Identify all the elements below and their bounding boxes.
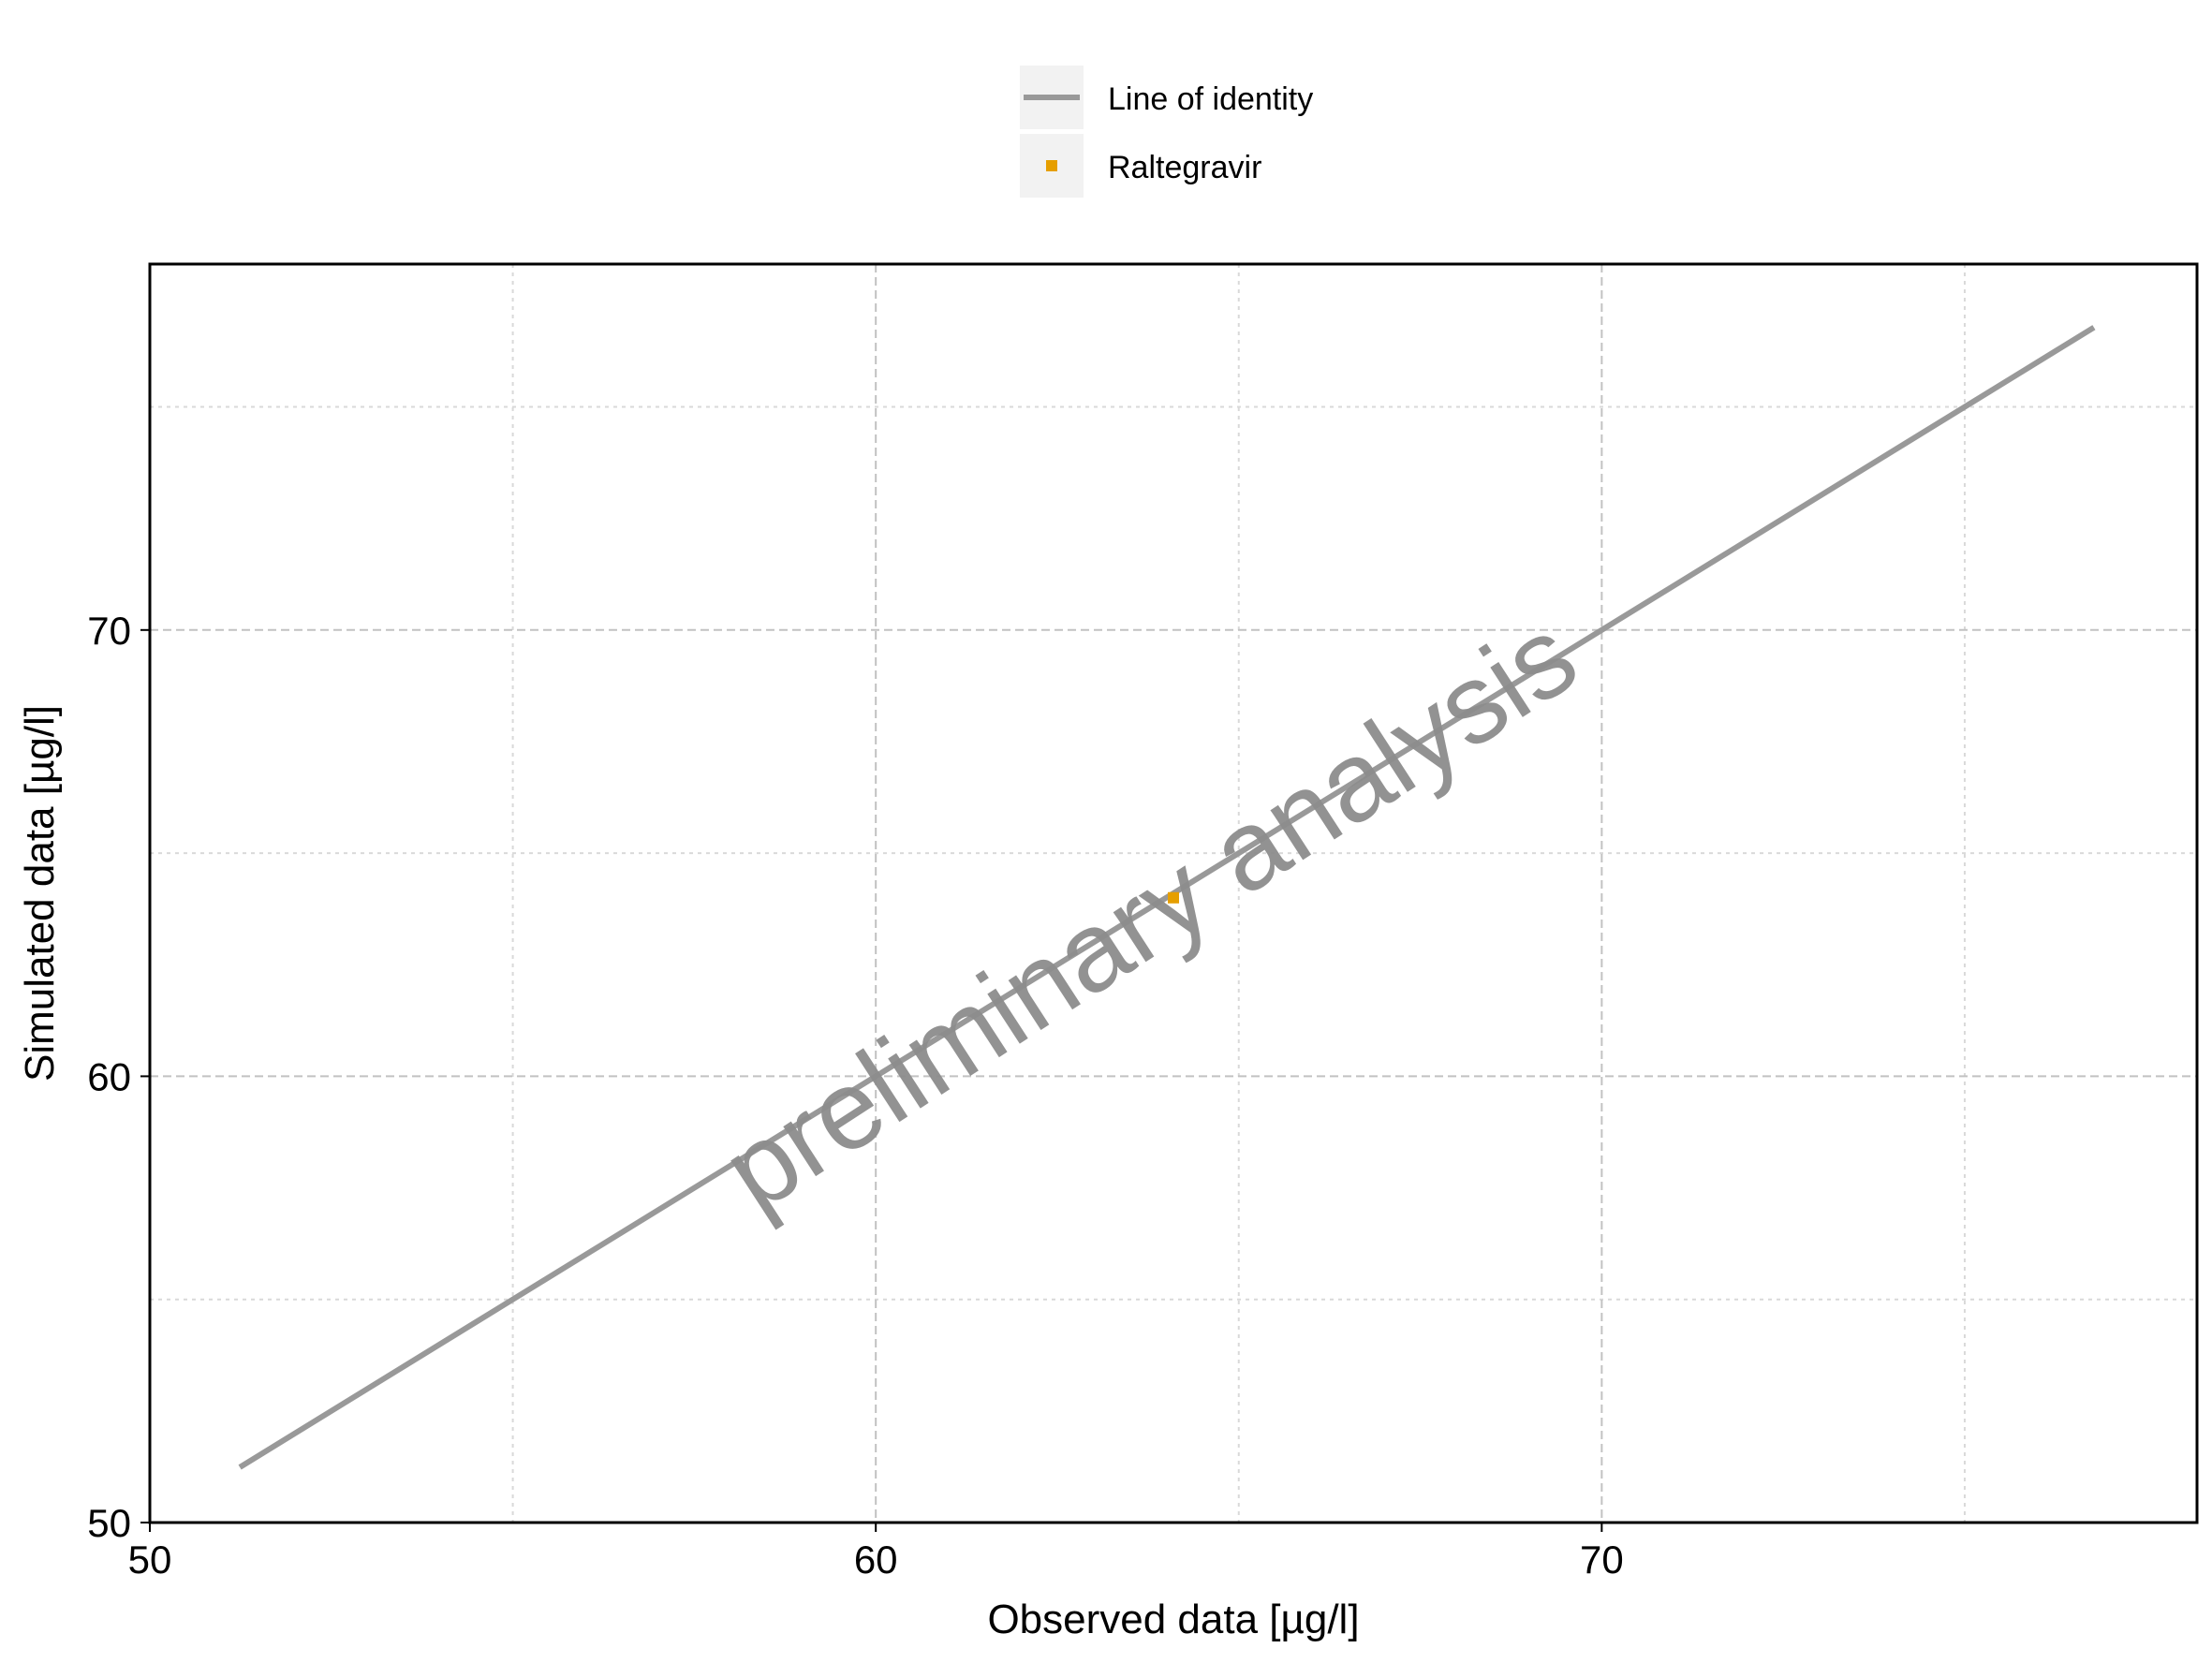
y-tick-label: 70 bbox=[87, 609, 131, 653]
x-tick-label: 70 bbox=[1580, 1538, 1624, 1582]
legend-label-identity: Line of identity bbox=[1108, 81, 1313, 117]
x-axis-title: Observed data [µg/l] bbox=[987, 1597, 1359, 1642]
legend: Line of identity Raltegravir bbox=[1020, 66, 1313, 198]
identity-line bbox=[238, 325, 2096, 1470]
x-tick-label: 50 bbox=[128, 1538, 172, 1582]
x-tick-label: 60 bbox=[854, 1538, 898, 1582]
legend-label-raltegravir: Raltegravir bbox=[1108, 150, 1261, 185]
data-point-raltegravir bbox=[1168, 891, 1179, 904]
data-layer bbox=[238, 325, 2096, 1470]
y-tick-label: 60 bbox=[87, 1054, 131, 1098]
legend-key-raltegravir-marker bbox=[1046, 160, 1057, 171]
axis-layer: 50 60 70 50 60 70 bbox=[87, 609, 1623, 1582]
plot-panel-border bbox=[148, 262, 2199, 1524]
y-axis-title: Simulated data [µg/l] bbox=[17, 705, 63, 1082]
y-tick-label: 50 bbox=[87, 1501, 131, 1545]
